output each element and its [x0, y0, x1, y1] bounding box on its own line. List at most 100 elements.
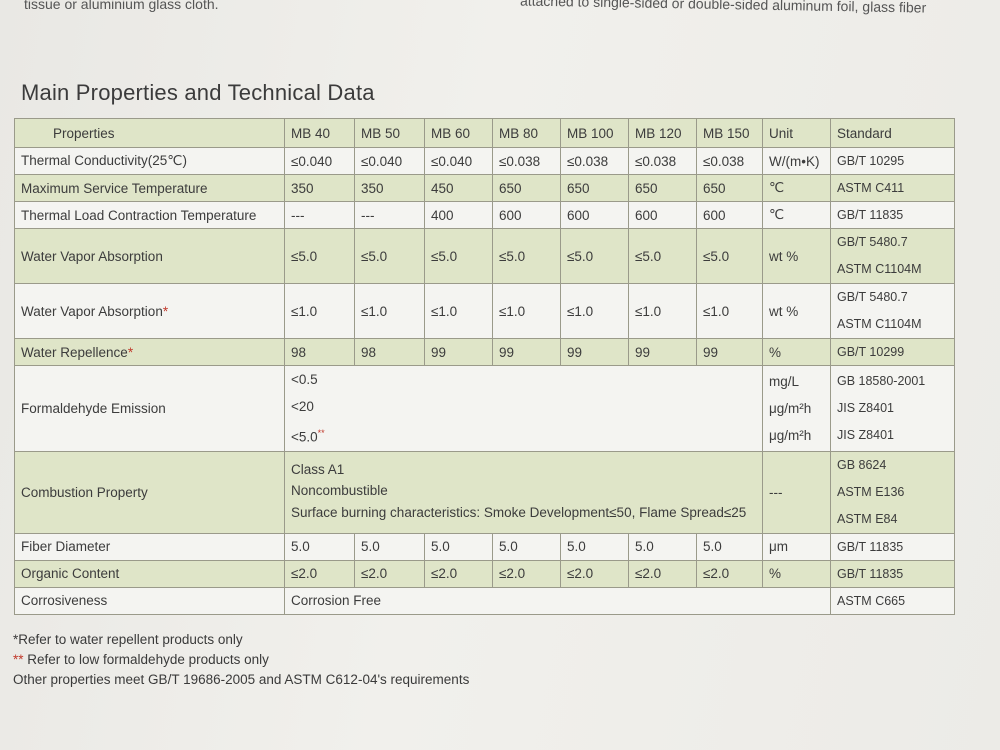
value-cell: ≤2.0: [628, 559, 697, 588]
footnote-marker: **: [13, 652, 24, 667]
header-mb40: MB 40: [284, 118, 355, 148]
value-cell: ≤5.0: [696, 228, 763, 284]
property-label: Organic Content: [14, 559, 285, 588]
table-row: Thermal Conductivity(25℃) ≤0.040 ≤0.040 …: [14, 147, 955, 175]
value-cell: 5.0: [424, 532, 493, 561]
header-fragment-left: tissue or aluminium glass cloth.: [24, 0, 219, 12]
value-cell: 600: [492, 201, 561, 229]
footnote-1: *Refer to water repellent products only: [13, 632, 243, 647]
value-cell: ≤5.0: [492, 228, 561, 284]
header-mb80: MB 80: [492, 118, 561, 148]
property-label: Combustion Property: [14, 450, 285, 534]
property-label: Fiber Diameter: [14, 532, 285, 561]
unit-line: μg/m²h: [769, 400, 812, 416]
table-row: Corrosiveness Corrosion Free ASTM C665: [14, 586, 955, 615]
header-mb100: MB 100: [560, 118, 629, 148]
unit-cell: W/(m•K): [762, 147, 831, 175]
unit-cell: %: [762, 559, 831, 588]
value-cell: 5.0: [628, 532, 697, 561]
value-line: <5.0: [291, 429, 318, 445]
standard-line: ASTM E136: [837, 484, 905, 499]
standard-cell: GB 18580-2001 JIS Z8401 JIS Z8401: [830, 365, 955, 452]
unit-cell: mg/L μg/m²h μg/m²h: [762, 365, 831, 452]
header-fragment-right: attached to single-sided or double-sided…: [519, 0, 927, 16]
value-cell: ≤2.0: [492, 559, 561, 588]
value-cell: 5.0: [560, 532, 629, 561]
value-cell: 99: [628, 338, 697, 366]
value-cell: ≤1.0: [492, 283, 561, 339]
footnote-text: Refer to low formaldehyde products only: [23, 652, 269, 667]
page-title: Main Properties and Technical Data: [21, 80, 375, 105]
unit-cell: μm: [762, 532, 831, 561]
footnote-marker: **: [317, 428, 325, 438]
value-cell: ≤1.0: [284, 283, 355, 339]
unit-cell: wt %: [762, 283, 831, 339]
value-cell: ≤0.040: [424, 147, 493, 175]
value-cell: 5.0: [284, 532, 355, 561]
value-cell: ≤1.0: [696, 283, 763, 339]
value-cell: ≤0.038: [560, 147, 629, 175]
value-cell: 99: [424, 338, 493, 366]
header-standard: Standard: [830, 118, 955, 148]
property-label-cell: Water Repellence*: [14, 338, 285, 366]
value-cell: ≤1.0: [560, 283, 629, 339]
standard-cell: GB/T 5480.7 ASTM C1104M: [830, 283, 955, 339]
unit-cell: ---: [762, 450, 831, 534]
value-cell: ≤2.0: [284, 559, 355, 588]
value-cell: 99: [560, 338, 629, 366]
unit-cell: ℃: [762, 201, 831, 229]
property-label: Thermal Load Contraction Temperature: [14, 201, 285, 229]
footnote-3: Other properties meet GB/T 19686-2005 an…: [13, 672, 470, 687]
value-cell: 350: [354, 174, 425, 202]
value-cell: ≤2.0: [696, 559, 763, 588]
header-properties: Properties: [14, 118, 285, 148]
value-cell: ≤2.0: [424, 559, 493, 588]
standard-line: GB 8624: [837, 457, 887, 472]
unit-line: μg/m²h: [769, 427, 812, 443]
table-row: Water Vapor Absorption ≤5.0 ≤5.0 ≤5.0 ≤5…: [14, 228, 955, 284]
value-cell: 650: [560, 174, 629, 202]
table-row: Fiber Diameter 5.0 5.0 5.0 5.0 5.0 5.0 5…: [14, 532, 955, 561]
header-mb60: MB 60: [424, 118, 493, 148]
table-row: Water Repellence* 98 98 99 99 99 99 99 %…: [14, 338, 955, 366]
value-cell: ≤5.0: [560, 228, 629, 284]
standard-cell: ASTM C411: [830, 174, 955, 202]
value-cell: 400: [424, 201, 493, 229]
value-cell: 5.0: [354, 532, 425, 561]
value-cell: ≤1.0: [424, 283, 493, 339]
value-cell: ≤1.0: [354, 283, 425, 339]
footnote-2: ** Refer to low formaldehyde products on…: [13, 650, 469, 670]
unit-cell: %: [762, 338, 831, 366]
value-cell: 5.0: [696, 532, 763, 561]
property-label: Water Vapor Absorption: [14, 228, 285, 284]
value-cell: ≤0.038: [628, 147, 697, 175]
value-cell: ≤0.038: [492, 147, 561, 175]
value-cell: ≤0.040: [354, 147, 425, 175]
value-cell: ≤5.0: [424, 228, 493, 284]
value-cell: 350: [284, 174, 355, 202]
table-row: Organic Content ≤2.0 ≤2.0 ≤2.0 ≤2.0 ≤2.0…: [14, 559, 955, 588]
unit-cell: wt %: [762, 228, 831, 284]
table-row: Combustion Property Class A1 Noncombusti…: [14, 450, 955, 534]
standard-line: JIS Z8401: [837, 427, 894, 442]
value-cell: ≤1.0: [628, 283, 697, 339]
value-cell: 99: [492, 338, 561, 366]
table-row: Water Vapor Absorption* ≤1.0 ≤1.0 ≤1.0 ≤…: [14, 283, 955, 339]
table-row: Formaldehyde Emission <0.5 <20 <5.0** mg…: [14, 365, 955, 452]
value-cell-merged: <0.5 <20 <5.0**: [284, 365, 763, 452]
value-cell: ≤5.0: [284, 228, 355, 284]
value-cell: ≤5.0: [628, 228, 697, 284]
value-cell-merged: Class A1 Noncombustible Surface burning …: [284, 450, 763, 534]
standard-line: ASTM C1104M: [837, 317, 922, 331]
table-row: Maximum Service Temperature 350 350 450 …: [14, 174, 955, 202]
value-cell: ≤2.0: [354, 559, 425, 588]
property-label: Water Repellence: [21, 344, 128, 360]
value-cell: 600: [628, 201, 697, 229]
value-cell: 650: [696, 174, 763, 202]
value-line: <20: [291, 399, 314, 414]
footnote-marker: *: [162, 303, 169, 319]
header-mb150: MB 150: [696, 118, 763, 148]
value-cell-merged: Corrosion Free: [284, 586, 831, 615]
property-label: Corrosiveness: [14, 586, 285, 615]
value-cell: 5.0: [492, 532, 561, 561]
